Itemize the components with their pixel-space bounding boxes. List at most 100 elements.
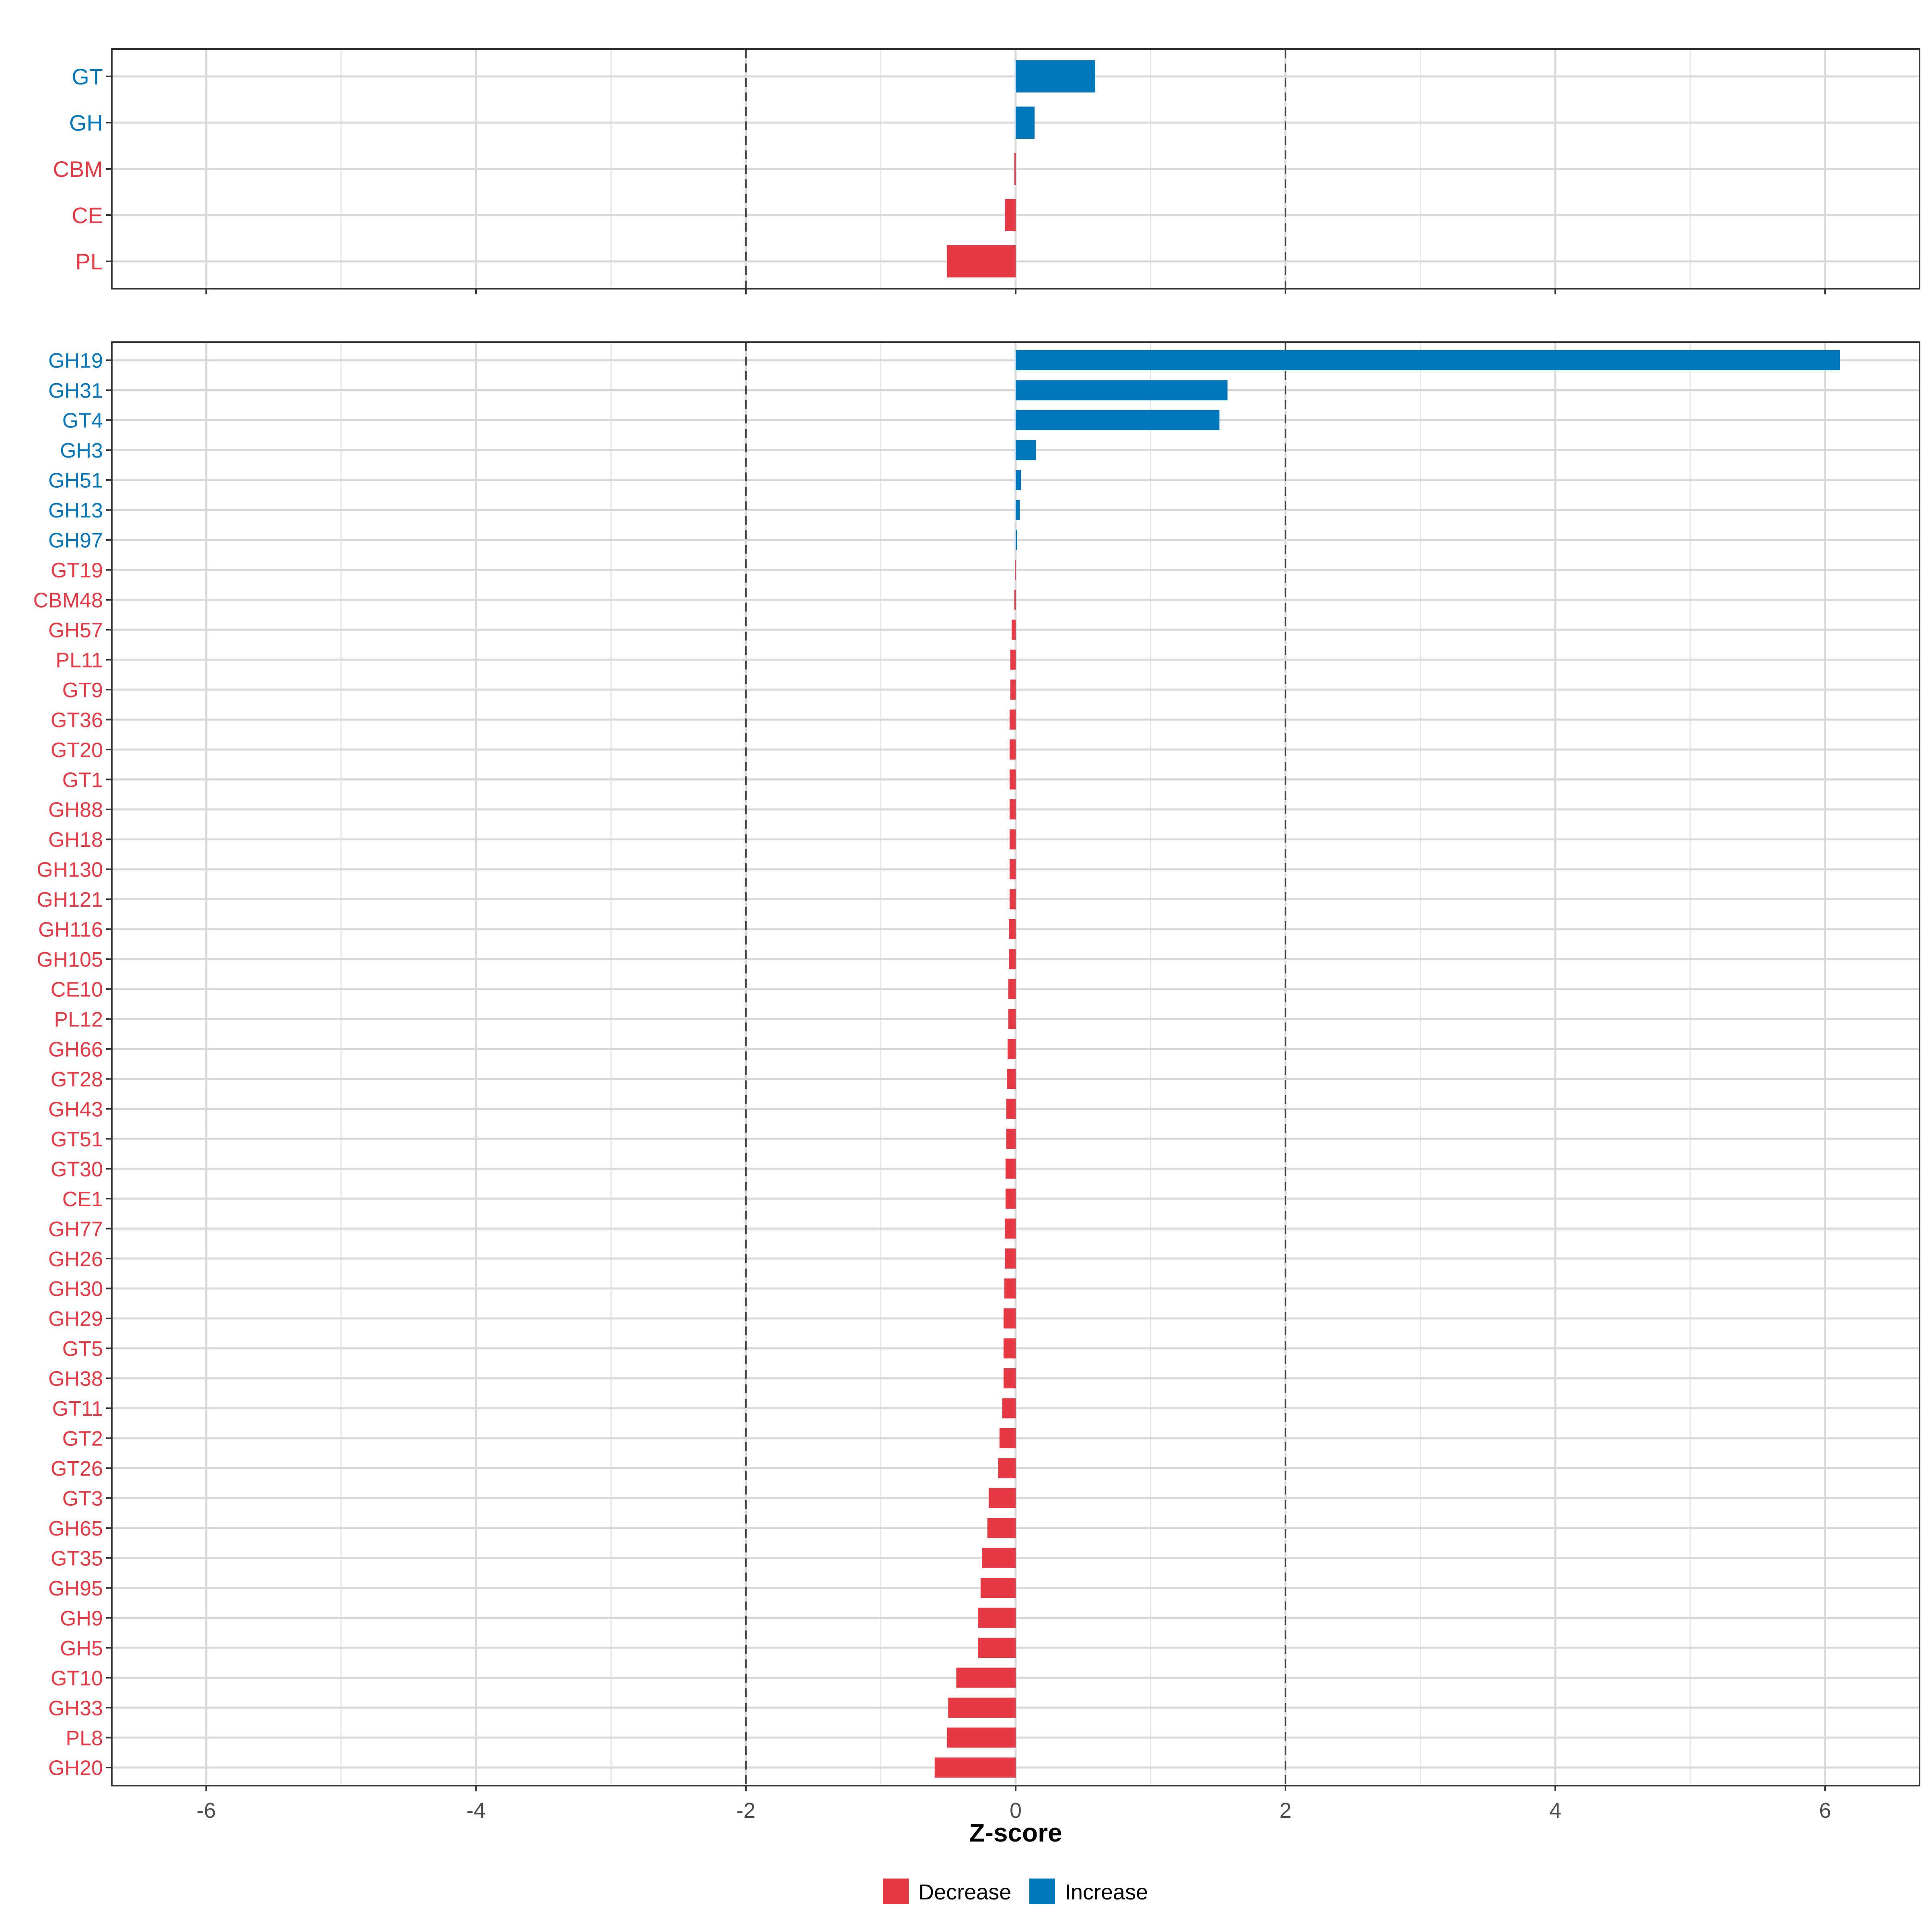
y-tick-label: GH66 — [48, 1038, 103, 1061]
x-tick-label: -4 — [466, 1799, 486, 1823]
y-tick-label: CE — [72, 203, 103, 228]
bar-GH5 — [978, 1638, 1016, 1658]
bar-GH38 — [1003, 1368, 1016, 1388]
bar-CBM48 — [1014, 589, 1016, 610]
bar-GH3 — [1016, 440, 1036, 460]
bar-GH — [1016, 107, 1035, 139]
y-tick-label: GH29 — [48, 1308, 103, 1331]
bar-GT20 — [1009, 739, 1016, 760]
bar-CE10 — [1008, 979, 1016, 999]
y-tick-label: GT20 — [51, 739, 103, 762]
bar-GH29 — [1003, 1308, 1016, 1328]
bar-PL8 — [947, 1727, 1016, 1748]
y-tick-label: GT11 — [52, 1397, 103, 1421]
y-tick-label: GT19 — [51, 559, 103, 582]
bar-GT2 — [999, 1428, 1016, 1448]
bar-CE — [1005, 199, 1016, 231]
y-tick-label: GH33 — [48, 1697, 103, 1720]
y-tick-label: GH95 — [48, 1577, 103, 1600]
bar-GT26 — [998, 1458, 1016, 1478]
bar-PL12 — [1008, 1009, 1016, 1029]
x-tick-label: 2 — [1279, 1799, 1291, 1823]
bar-GH88 — [1009, 799, 1016, 820]
panel-class: GT GH CBM CE PL — [53, 48, 1920, 294]
x-tick-label: 6 — [1819, 1799, 1831, 1823]
y-tick-label: GT51 — [51, 1128, 103, 1151]
y-tick-label: GT3 — [62, 1487, 103, 1511]
bar-GT51 — [1006, 1129, 1016, 1149]
legend-label-decrease: Decrease — [918, 1880, 1011, 1904]
y-tick-label: PL11 — [55, 649, 103, 672]
bar-PL — [947, 245, 1016, 277]
bar-GT11 — [1002, 1398, 1016, 1419]
x-tick-label: -2 — [736, 1799, 756, 1823]
bar-GT28 — [1007, 1069, 1016, 1089]
x-tick-label: 4 — [1549, 1799, 1561, 1823]
y-tick-label: GH38 — [48, 1367, 103, 1391]
y-tick-label: GH130 — [37, 858, 103, 882]
x-tick-label: -6 — [197, 1799, 216, 1823]
bar-CBM — [1014, 153, 1016, 185]
y-tick-label: GH116 — [38, 918, 103, 942]
bar-GT19 — [1015, 560, 1016, 580]
bar-GH116 — [1009, 919, 1016, 939]
bar-GT — [1016, 60, 1095, 92]
y-tick-label: PL — [76, 249, 103, 274]
legend-label-increase: Increase — [1065, 1880, 1148, 1904]
y-tick-label: GH88 — [48, 799, 103, 822]
y-tick-label: GH51 — [48, 469, 103, 493]
bar-GH26 — [1005, 1248, 1016, 1269]
bar-GT30 — [1005, 1158, 1016, 1179]
legend: Decrease Increase — [883, 1879, 1148, 1904]
y-tick-label: GH20 — [48, 1757, 103, 1780]
bar-GT1 — [1009, 769, 1016, 790]
bar-GT3 — [988, 1488, 1016, 1508]
y-tick-label: GT2 — [62, 1427, 103, 1451]
y-tick-label: GH97 — [48, 529, 103, 552]
y-tick-label: GH5 — [60, 1637, 103, 1660]
bar-GH51 — [1016, 470, 1021, 490]
y-tick-label: GH — [69, 110, 103, 136]
y-tick-label: GT5 — [62, 1337, 103, 1361]
y-tick-label: CE10 — [51, 978, 103, 1002]
y-tick-label: GT1 — [62, 768, 103, 792]
panel-family: GH19 GH31 GT4 GH3 GH51 GH13 GH97 GT19 CBM48 GH57 P… — [33, 341, 1920, 1791]
bar-GH105 — [1009, 949, 1016, 969]
x-axis-title: Z-score — [969, 1818, 1062, 1847]
bar-GH19 — [1016, 350, 1840, 370]
bar-GH20 — [934, 1757, 1016, 1778]
bar-GH31 — [1016, 380, 1228, 400]
y-tick-label: GT10 — [51, 1667, 103, 1690]
y-tick-label: GH9 — [60, 1607, 103, 1630]
y-tick-label: GH105 — [37, 948, 103, 971]
y-tick-label: GH65 — [48, 1517, 103, 1540]
bar-GH77 — [1005, 1218, 1016, 1239]
y-tick-label: GH31 — [48, 379, 103, 402]
bar-GT36 — [1009, 709, 1016, 730]
bar-CE1 — [1005, 1189, 1016, 1209]
bar-GT35 — [982, 1548, 1016, 1568]
x-tick-label: 0 — [1010, 1799, 1022, 1823]
y-tick-label: GH3 — [60, 439, 103, 462]
bar-GH97 — [1016, 530, 1017, 550]
y-tick-label: GT4 — [62, 409, 103, 433]
y-tick-label: GH19 — [48, 349, 103, 373]
y-tick-label: GT28 — [51, 1068, 103, 1091]
y-tick-label: GT35 — [51, 1547, 103, 1570]
y-tick-label: CBM48 — [33, 589, 103, 612]
y-tick-label: GT36 — [51, 708, 103, 732]
bar-GH121 — [1009, 889, 1016, 910]
y-tick-label: GT9 — [62, 679, 103, 702]
y-tick-label: GH13 — [48, 499, 103, 522]
bar-GT10 — [956, 1667, 1016, 1688]
bar-GH130 — [1009, 859, 1016, 879]
bar-GH65 — [987, 1518, 1016, 1538]
y-tick-label: GH57 — [48, 619, 103, 642]
legend-key-increase — [1029, 1879, 1055, 1904]
y-tick-label: GH18 — [48, 828, 103, 852]
legend-key-decrease — [883, 1879, 909, 1904]
y-tick-label: GH26 — [48, 1248, 103, 1271]
y-tick-label: PL12 — [54, 1008, 103, 1031]
